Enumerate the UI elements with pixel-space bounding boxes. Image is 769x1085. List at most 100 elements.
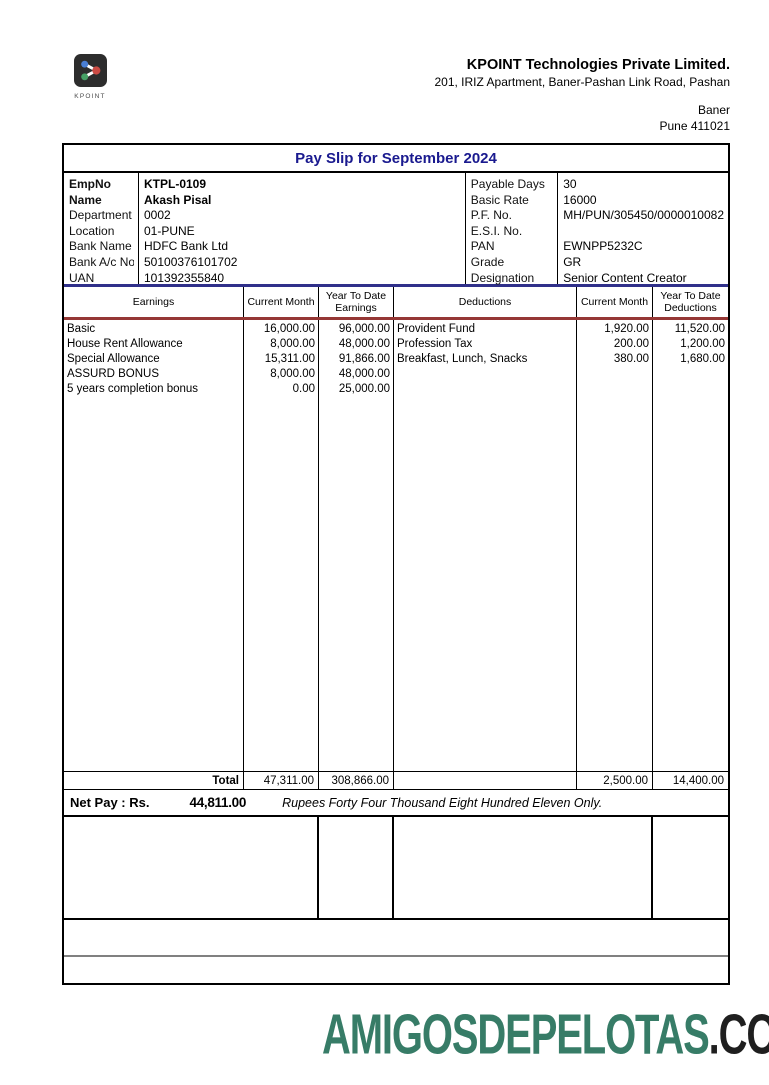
detail-value-designation: Senior Content Creator bbox=[563, 270, 687, 285]
empty-cell bbox=[319, 817, 394, 918]
detail-label: Basic Rate bbox=[470, 192, 529, 207]
detail-label: PAN bbox=[470, 239, 495, 254]
earning-current: 15,311.00 bbox=[264, 353, 315, 365]
earning-current: 8,000.00 bbox=[270, 338, 315, 350]
earning-name: Special Allowance bbox=[67, 353, 160, 365]
company-address-line1: 201, IRIZ Apartment, Baner-Pashan Link R… bbox=[434, 75, 730, 89]
empty-cell bbox=[64, 817, 319, 918]
detail-value-department: 0002 bbox=[144, 208, 171, 223]
detail-label: Department bbox=[69, 208, 132, 223]
detail-value-bank-name: HDFC Bank Ltd bbox=[144, 239, 229, 254]
earning-ytd: 91,866.00 bbox=[338, 353, 390, 365]
earning-name: 5 years completion bonus bbox=[67, 383, 199, 395]
total-deductions-spacer bbox=[394, 772, 577, 789]
detail-value-basic-rate: 16000 bbox=[563, 192, 597, 207]
table-header-row: Earnings Current Month Year To Date Earn… bbox=[64, 287, 728, 320]
company-address-line3: Pune 411021 bbox=[659, 119, 730, 133]
detail-label: Grade bbox=[470, 254, 505, 269]
earning-name: Basic bbox=[67, 323, 96, 335]
company-header: KPOINT Technologies Private Limited. 201… bbox=[434, 57, 730, 133]
company-name: KPOINT Technologies Private Limited. bbox=[466, 57, 730, 73]
detail-value-uan: 101392355840 bbox=[144, 270, 225, 285]
detail-label: EmpNo bbox=[69, 177, 111, 191]
deduction-ytd: 11,520.00 bbox=[674, 323, 725, 335]
company-logo: KPOINT bbox=[72, 54, 108, 100]
detail-value-pan: EWNPP5232C bbox=[563, 239, 643, 254]
payslip-box: Pay Slip for September 2024 EmpNo Name D… bbox=[62, 143, 730, 985]
net-pay-in-words: Rupees Forty Four Thousand Eight Hundred… bbox=[282, 795, 603, 810]
employee-details-section: EmpNo Name Department Location Bank Name… bbox=[64, 173, 728, 287]
deduction-name: Provident Fund bbox=[397, 323, 475, 335]
detail-label: Payable Days bbox=[470, 177, 545, 191]
header-ytd-deductions: Year To Date Deductions bbox=[660, 289, 721, 315]
table-body: Basic House Rent Allowance Special Allow… bbox=[64, 320, 728, 771]
header-earnings: Earnings bbox=[64, 287, 244, 317]
deductions-ytd-column: 11,520.00 1,200.00 1,680.00 bbox=[653, 320, 728, 771]
detail-label: Bank A/c No bbox=[69, 254, 134, 269]
total-deductions-ytd: 14,400.00 bbox=[672, 774, 724, 787]
total-deductions-current: 2,500.00 bbox=[577, 772, 653, 789]
detail-label: Bank Name bbox=[69, 239, 132, 254]
detail-value-payable-days: 30 bbox=[563, 177, 577, 191]
detail-value-esi-no bbox=[563, 224, 724, 240]
detail-value-empno: KTPL-0109 bbox=[144, 177, 207, 191]
total-label: Total bbox=[64, 772, 244, 789]
deductions-names-column: Provident Fund Profession Tax Breakfast,… bbox=[394, 320, 577, 771]
detail-value-name: Akash Pisal bbox=[144, 192, 212, 207]
footer-strip-1 bbox=[64, 920, 728, 957]
earning-ytd: 48,000.00 bbox=[338, 368, 390, 380]
footer-strip-2 bbox=[64, 957, 728, 983]
deductions-current-column: 1,920.00 200.00 380.00 bbox=[577, 320, 653, 771]
detail-label: Location bbox=[69, 223, 115, 238]
watermark-main-text: AMIGOSDEPELOTAS bbox=[322, 1003, 710, 1067]
detail-label: Designation bbox=[470, 270, 535, 285]
header-current-month-earnings: Current Month bbox=[244, 287, 319, 317]
total-earnings-current: 47,311.00 bbox=[244, 772, 319, 789]
earning-ytd: 96,000.00 bbox=[338, 323, 390, 335]
site-watermark: AMIGOSDEPELOTAS.COM bbox=[322, 1002, 769, 1067]
employee-labels-left: EmpNo Name Department Location Bank Name… bbox=[64, 173, 139, 285]
header-ytd-earnings: Year To Date Earnings bbox=[319, 287, 394, 317]
total-earnings-ytd: 308,866.00 bbox=[319, 772, 394, 789]
employee-labels-right: Payable Days Basic Rate P.F. No. E.S.I. … bbox=[464, 173, 557, 285]
deduction-name: Breakfast, Lunch, Snacks bbox=[397, 353, 528, 365]
total-row: Total 47,311.00 308,866.00 2,500.00 14,4… bbox=[64, 771, 728, 790]
earning-name: House Rent Allowance bbox=[67, 338, 183, 350]
earning-current: 0.00 bbox=[292, 383, 315, 395]
earning-current: 8,000.00 bbox=[270, 368, 315, 380]
earning-ytd: 25,000.00 bbox=[338, 383, 390, 395]
company-address-line2: Baner bbox=[697, 103, 730, 117]
deduction-ytd: 1,680.00 bbox=[680, 353, 725, 365]
net-pay-label: Net Pay : Rs. bbox=[70, 795, 150, 810]
header-deductions: Deductions bbox=[394, 287, 577, 317]
earnings-names-column: Basic House Rent Allowance Special Allow… bbox=[64, 320, 244, 771]
logo-caption: KPOINT bbox=[74, 93, 106, 100]
deduction-current: 1,920.00 bbox=[604, 323, 649, 335]
earning-current: 16,000.00 bbox=[263, 323, 315, 335]
empty-cell bbox=[653, 817, 728, 918]
earnings-current-column: 16,000.00 8,000.00 15,311.00 8,000.00 0.… bbox=[244, 320, 319, 771]
deduction-current: 200.00 bbox=[613, 338, 649, 350]
detail-label: UAN bbox=[69, 270, 95, 285]
detail-label: P.F. No. bbox=[470, 208, 512, 223]
net-pay-row: Net Pay : Rs. 44,811.00 Rupees Forty Fou… bbox=[64, 790, 728, 817]
payslip-title: Pay Slip for September 2024 bbox=[64, 145, 728, 173]
detail-value-pf-no: MH/PUN/305450/0000010082 bbox=[563, 208, 724, 223]
empty-cell bbox=[394, 817, 653, 918]
detail-value-bank-account: 50100376101702 bbox=[144, 254, 238, 269]
net-pay-amount: 44,811.00 bbox=[189, 795, 247, 810]
detail-value-grade: GR bbox=[563, 254, 582, 269]
kpoint-share-icon bbox=[73, 54, 107, 87]
signature-area bbox=[64, 817, 728, 920]
earnings-ytd-column: 96,000.00 48,000.00 91,866.00 48,000.00 … bbox=[319, 320, 394, 771]
detail-label: E.S.I. No. bbox=[470, 223, 523, 238]
watermark-suffix-text: .COM bbox=[708, 1003, 769, 1067]
detail-value-location: 01-PUNE bbox=[144, 223, 195, 238]
detail-label: Name bbox=[69, 192, 102, 207]
deduction-name: Profession Tax bbox=[397, 338, 473, 350]
header-current-month-deductions: Current Month bbox=[577, 287, 653, 317]
deduction-current: 380.00 bbox=[613, 353, 649, 365]
employee-values-left: KTPL-0109 Akash Pisal 0002 01-PUNE HDFC … bbox=[139, 173, 465, 285]
employee-values-right: 30 16000 MH/PUN/305450/0000010082 EWNPP5… bbox=[557, 173, 728, 285]
